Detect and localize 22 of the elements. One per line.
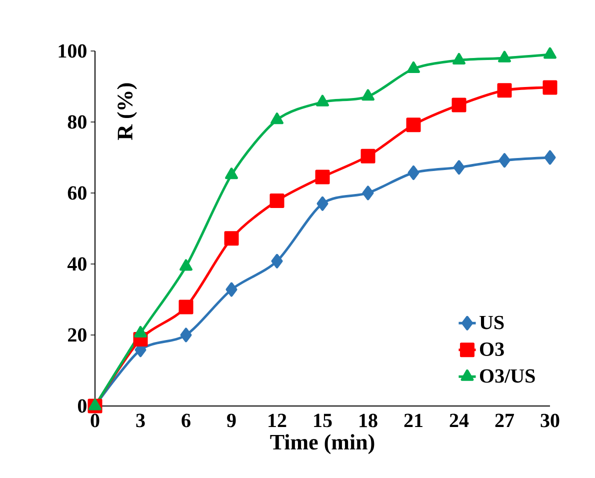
x-tick-label: 3 (136, 414, 145, 428)
x-tick-label: 27 (495, 414, 514, 428)
y-tick-label: 100 (58, 44, 86, 58)
y-tick-label: 60 (68, 186, 86, 200)
x-axis-title: Time (min) (270, 434, 374, 454)
x-tick-label: 9 (227, 414, 236, 428)
y-axis-title: R (%) (117, 83, 137, 140)
x-tick-label: 24 (450, 414, 469, 428)
x-tick-label: 15 (314, 414, 332, 428)
x-tick-label: 0 (90, 414, 100, 428)
x-tick-label: 21 (404, 414, 422, 428)
legend-label: O3/US (480, 369, 535, 383)
y-tick-label: 0 (78, 399, 86, 413)
legend-label: US (480, 316, 504, 330)
y-tick-label: 80 (68, 115, 86, 129)
legend-label: O3 (480, 342, 504, 356)
x-tick-label: 12 (268, 414, 286, 428)
y-tick-label: 20 (68, 328, 86, 342)
y-tick-label: 40 (67, 257, 86, 271)
x-tick-label: 30 (540, 414, 560, 428)
x-tick-label: 6 (182, 414, 190, 428)
x-tick-label: 18 (360, 414, 378, 428)
